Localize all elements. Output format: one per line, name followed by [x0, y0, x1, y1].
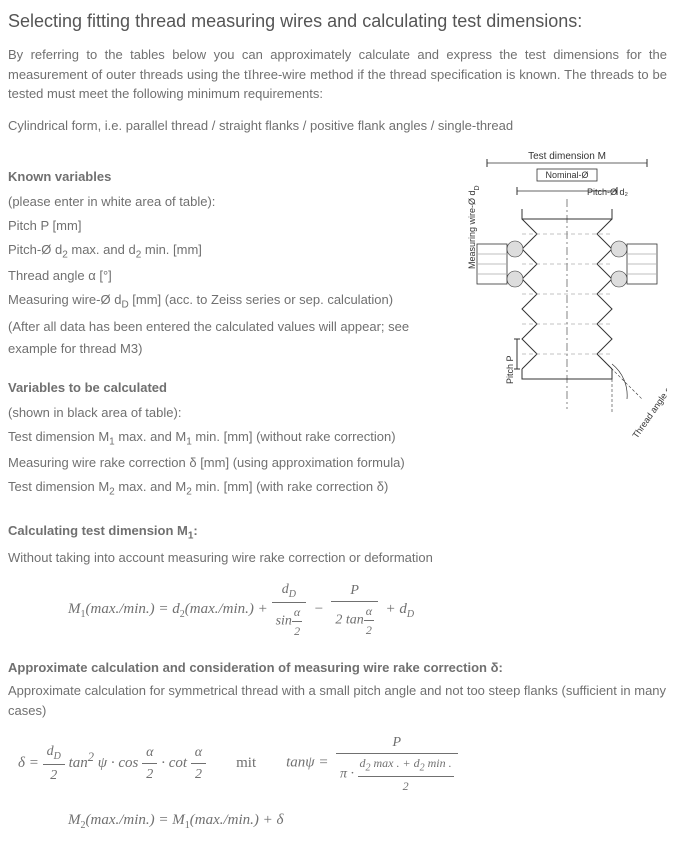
text: (max./min.) + [185, 601, 268, 617]
text: min. [mm] (without rake correction) [192, 429, 396, 444]
text: δ = [18, 755, 39, 771]
diagram-label-test-dim: Test dimension M [528, 151, 606, 162]
text: min. [mm] (with rake correction δ) [192, 479, 389, 494]
diagram-label-nominal: Nominal-Ø [545, 170, 588, 180]
text: M [68, 812, 81, 828]
text: d [282, 582, 289, 597]
calc-var-delta: Measuring wire rake correction δ [mm] (u… [8, 452, 457, 474]
text: (max./min.) + δ [190, 812, 284, 828]
text: : [193, 523, 197, 538]
formula-delta: δ = dD 2 tan2 ψ · cos α2 · cot α2 mit ta… [8, 732, 667, 794]
text: max . + d [371, 756, 420, 770]
intro-paragraph-1: By referring to the tables below you can… [8, 45, 667, 104]
known-var-thread-angle: Thread angle α [°] [8, 265, 457, 287]
text: Test dimension M [8, 479, 109, 494]
text: min . [425, 756, 452, 770]
delta-subhead: Approximate calculation for symmetrical … [8, 681, 667, 720]
known-var-wire-dia: Measuring wire-Ø dD [mm] (acc. to Zeiss … [8, 289, 457, 314]
page-title: Selecting fitting thread measuring wires… [8, 8, 667, 35]
calc-var-m2: Test dimension M2 max. and M2 min. [mm] … [8, 476, 457, 501]
m1-subhead: Without taking into account measuring wi… [8, 548, 667, 568]
text: (max./min.) = M [86, 812, 185, 828]
text: − [314, 601, 324, 617]
text: max. and d [68, 242, 136, 257]
text: d [47, 744, 54, 759]
text: tan [69, 755, 88, 771]
formula-m2: M2(max./min.) = M1(max./min.) + δ [8, 809, 667, 833]
text: · cot [161, 755, 187, 771]
text: min. [mm] [141, 242, 202, 257]
text: π · [340, 767, 354, 782]
intro-paragraph-2: Cylindrical form, i.e. parallel thread /… [8, 116, 667, 136]
text: Measuring wire-Ø d [8, 292, 121, 307]
text: + d [386, 601, 407, 617]
calc-variables-heading: Variables to be calculated [8, 378, 457, 398]
formula-m1: M1(max./min.) = d2(max./min.) + dD sinα2… [8, 579, 667, 640]
text: 2 tan [335, 613, 363, 628]
text: M [68, 601, 81, 617]
delta-heading: Approximate calculation and consideratio… [8, 658, 667, 678]
calc-var-m1: Test dimension M1 max. and M1 min. [mm] … [8, 426, 457, 451]
m1-heading: Calculating test dimension M1: [8, 521, 667, 544]
text: Test dimension M [8, 429, 109, 444]
text: Pitch-Ø d [8, 242, 62, 257]
known-var-pitch: Pitch P [mm] [8, 215, 457, 237]
text-mit: mit [236, 752, 256, 775]
diagram-label-pitch-p: Pitch P [505, 355, 515, 384]
variables-column: Known variables (please enter in white a… [8, 149, 457, 503]
text: P [331, 580, 378, 602]
known-variables-subhead: (please enter in white area of table): [8, 191, 457, 213]
text: P [336, 732, 458, 754]
diagram-label-pitch-d2: Pitch-Ø d₂ [587, 187, 629, 197]
calc-variables-subhead: (shown in black area of table): [8, 402, 457, 424]
known-var-pitch-d2: Pitch-Ø d2 max. and d2 min. [mm] [8, 239, 457, 264]
text: tanψ = [286, 755, 328, 771]
known-var-note: (After all data has been entered the cal… [8, 316, 457, 360]
known-variables-heading: Known variables [8, 167, 457, 187]
text: max. and M [115, 429, 187, 444]
text: Calculating test dimension M [8, 523, 188, 538]
text: (max./min.) = d [86, 601, 180, 617]
text: 2 [43, 765, 65, 786]
thread-diagram: Test dimension M Nominal-Ø Pitch-Ø d₂ Me… [467, 149, 667, 455]
text: max. and M [115, 479, 187, 494]
text: ψ · cos [98, 755, 139, 771]
text: 2 [358, 777, 454, 795]
text: [mm] (acc. to Zeiss series or sep. calcu… [129, 292, 393, 307]
text: sin [276, 614, 292, 629]
